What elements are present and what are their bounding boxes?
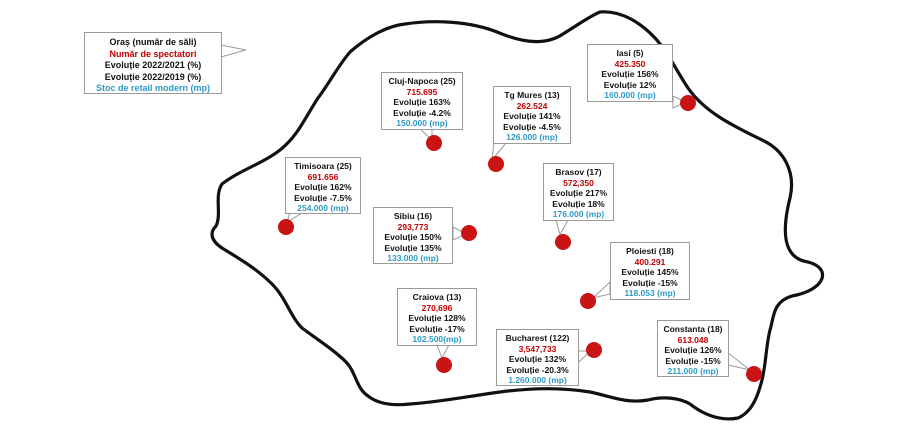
- pointer-constanta: [727, 351, 751, 371]
- callout-bucharest: Bucharest (122) 3,547,733 Evoluție 132% …: [496, 329, 579, 386]
- retail-stock: 150.000 (mp): [396, 118, 448, 128]
- city-name: Tg Mures (13): [504, 90, 560, 100]
- city-marker-craiova: [436, 357, 452, 373]
- retail-stock: 133.000 (mp): [387, 253, 439, 263]
- evolution-2021: Evoluție 126%: [664, 345, 722, 355]
- pointer-iasi: [672, 95, 688, 109]
- callout-brasov: Brasov (17) 572,350 Evoluție 217% Evoluț…: [543, 163, 614, 221]
- callout-sibiu: Sibiu (16) 293,773 Evoluție 150% Evoluți…: [373, 207, 453, 264]
- evolution-2019: Evoluție -17%: [409, 323, 465, 334]
- city-marker-timisoara: [278, 219, 294, 235]
- callout-iasi: Iasi (5) 425.350 Evoluție 156% Evoluție …: [587, 44, 673, 102]
- legend-city-label: Oraș (număr de săli): [109, 37, 197, 47]
- city-marker-ploiesti: [580, 293, 596, 309]
- city-name: Bucharest (122): [505, 333, 570, 343]
- spectators-value: 425.350: [614, 58, 646, 69]
- legend-spectators-label: Număr de spectatori: [109, 48, 197, 59]
- evolution-2021: Evoluție 128%: [408, 313, 466, 323]
- evolution-2019: Evoluție 135%: [384, 242, 442, 253]
- city-name: Brasov (17): [555, 167, 602, 177]
- city-marker-iasi: [680, 95, 696, 111]
- retail-stock: 118.053 (mp): [624, 288, 676, 298]
- pointer-sibiu: [452, 226, 468, 241]
- callout-cluj: Cluj-Napoca (25) 715.695 Evoluție 163% E…: [381, 72, 463, 130]
- spectators-value: 613.048: [677, 334, 709, 345]
- city-name: Iasi (5): [616, 48, 644, 58]
- legend-pointer: [220, 44, 247, 58]
- city-name: Constanta (18): [663, 324, 723, 334]
- city-marker-brasov: [555, 234, 571, 250]
- legend-box: Oraș (număr de săli) Număr de spectatori…: [84, 32, 222, 94]
- city-marker-cluj: [426, 135, 442, 151]
- spectators-value: 572,350: [563, 177, 594, 188]
- pointer-ploiesti: [591, 280, 611, 299]
- city-name: Sibiu (16): [393, 211, 433, 221]
- spectators-value: 293,773: [397, 221, 429, 232]
- legend-evolution-2021-label: Evoluție 2022/2021 (%): [104, 60, 202, 70]
- callout-ploiesti: Ploiesti (18) 400.291 Evoluție 145% Evol…: [610, 242, 690, 300]
- retail-stock: 160.000 (mp): [604, 90, 656, 100]
- evolution-2019: Evoluție -15%: [622, 277, 678, 288]
- evolution-2019: Evoluție 12%: [603, 79, 657, 90]
- retail-stock: 211.000 (mp): [667, 366, 719, 376]
- retail-stock: 254.000 (mp): [297, 203, 349, 213]
- city-name: Timisoara (25): [294, 161, 352, 171]
- city-name: Ploiesti (18): [626, 246, 674, 256]
- evolution-2019: Evoluție -20.3%: [506, 364, 569, 375]
- pointer-brasov: [555, 219, 569, 237]
- evolution-2019: Evoluție 18%: [552, 198, 605, 209]
- city-marker-constanta: [746, 366, 762, 382]
- spectators-value: 262.524: [516, 100, 548, 111]
- evolution-2021: Evoluție 162%: [294, 182, 352, 192]
- evolution-2021: Evoluție 163%: [393, 97, 451, 107]
- spectators-value: 400.291: [634, 256, 666, 267]
- evolution-2019: Evoluție -4.5%: [503, 121, 561, 132]
- retail-stock: 176.000 (mp): [552, 209, 605, 219]
- callout-constanta: Constanta (18) 613.048 Evoluție 126% Evo…: [657, 320, 729, 377]
- evolution-2021: Evoluție 156%: [601, 69, 659, 79]
- city-marker-sibiu: [461, 225, 477, 241]
- evolution-2021: Evoluție 141%: [503, 111, 561, 121]
- city-marker-targu-mures: [488, 156, 504, 172]
- evolution-2021: Evoluție 150%: [384, 232, 442, 242]
- spectators-value: 715.695: [406, 86, 438, 97]
- evolution-2021: Evoluție 217%: [549, 188, 608, 198]
- spectators-value: 691.656: [307, 171, 339, 182]
- spectators-value: 3,547,733: [518, 343, 557, 354]
- retail-stock: 126.000 (mp): [506, 132, 558, 142]
- evolution-2019: Evoluție -15%: [665, 355, 721, 366]
- evolution-2019: Evoluție -7.5%: [294, 192, 352, 203]
- callout-craiova: Craiova (13) 270,696 Evoluție 128% Evolu…: [397, 288, 477, 346]
- evolution-2021: Evoluție 132%: [508, 354, 567, 364]
- callout-targu-mures: Tg Mures (13) 262.524 Evoluție 141% Evol…: [493, 86, 571, 144]
- city-name: Craiova (13): [412, 292, 462, 302]
- retail-stock: 102.500(mp): [412, 334, 462, 344]
- legend-retail-label: Stoc de retail modern (mp): [95, 83, 211, 93]
- callout-timisoara: Timisoara (25) 691.656 Evoluție 162% Evo…: [285, 157, 361, 214]
- city-name: Cluj-Napoca (25): [388, 76, 456, 86]
- retail-stock: 1.260.000 (mp): [508, 375, 567, 385]
- evolution-2021: Evoluție 145%: [621, 267, 679, 277]
- spectators-value: 270,696: [421, 302, 453, 313]
- city-marker-bucharest: [586, 342, 602, 358]
- evolution-2019: Evoluție -4.2%: [393, 107, 451, 118]
- legend-evolution-2019-label: Evoluție 2022/2019 (%): [104, 71, 202, 82]
